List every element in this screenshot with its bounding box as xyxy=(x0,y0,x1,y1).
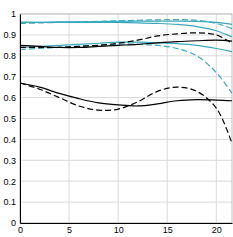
x-tick: 10 xyxy=(114,223,124,235)
y-tick: 0.8 xyxy=(3,51,20,61)
lines xyxy=(20,20,232,144)
y-tick: 0.9 xyxy=(3,30,20,40)
plot-frame xyxy=(20,14,232,223)
x-axis-line xyxy=(21,223,233,224)
y-axis-line xyxy=(20,15,21,224)
y-tick-label: 0.6 xyxy=(3,93,16,103)
series-line xyxy=(20,22,232,37)
x-tick: 15 xyxy=(163,223,173,235)
grid-line xyxy=(216,14,217,223)
y-tick: 0.1 xyxy=(3,197,20,207)
y-tick: 0.6 xyxy=(3,93,20,103)
y-tick-label: 0.7 xyxy=(3,72,16,82)
chart: 00.10.20.30.40.50.60.70.80.9105101520 xyxy=(0,0,233,237)
x-tick-label: 5 xyxy=(67,225,72,235)
grid-line xyxy=(20,202,232,203)
series-line xyxy=(20,83,232,144)
grid-line xyxy=(20,76,232,77)
grid-line xyxy=(20,181,232,182)
x-tick: 20 xyxy=(212,223,222,235)
y-tick-label: 1 xyxy=(11,9,16,19)
grid-line xyxy=(20,160,232,161)
grid-line xyxy=(167,14,168,223)
series-line xyxy=(20,83,232,106)
grid-line xyxy=(20,55,232,56)
plot: 00.10.20.30.40.50.60.70.80.9105101520 xyxy=(3,9,232,235)
y-tick: 1 xyxy=(11,9,20,19)
x-tick-label: 10 xyxy=(114,225,124,235)
y-tick-label: 0.1 xyxy=(3,197,16,207)
x-tick: 5 xyxy=(67,223,72,235)
grid xyxy=(20,14,232,223)
y-tick: 0.4 xyxy=(3,135,20,145)
y-tick-label: 0.3 xyxy=(3,156,16,166)
grid-line xyxy=(20,97,232,98)
y-tick-label: 0.5 xyxy=(3,114,16,124)
x-tick-label: 20 xyxy=(212,225,222,235)
x-tick: 0 xyxy=(18,223,23,235)
grid-line xyxy=(20,34,232,35)
x-tick-label: 0 xyxy=(18,225,23,235)
y-tick: 0.3 xyxy=(3,156,20,166)
y-tick: 0.2 xyxy=(3,177,20,187)
x-axis: 0 5 10 15 20 xyxy=(18,223,233,235)
grid-line xyxy=(20,139,232,140)
y-tick: 0.7 xyxy=(3,72,20,82)
y-tick-label: 0.9 xyxy=(3,30,16,40)
y-tick-label: 0 xyxy=(11,218,16,228)
y-tick: 0.5 xyxy=(3,114,20,124)
y-tick-label: 0.2 xyxy=(3,177,16,187)
y-tick-label: 0.8 xyxy=(3,51,16,61)
series-line xyxy=(20,44,232,93)
x-tick-label: 15 xyxy=(163,225,173,235)
series-line xyxy=(20,33,232,48)
series-line xyxy=(20,40,232,47)
y-tick-label: 0.4 xyxy=(3,135,16,145)
grid-line xyxy=(20,118,232,119)
y-axis: 0 0.1 0.2 0.3 0.4 0.5 0.6 0.7 0.8 0.9 1 xyxy=(3,9,20,228)
